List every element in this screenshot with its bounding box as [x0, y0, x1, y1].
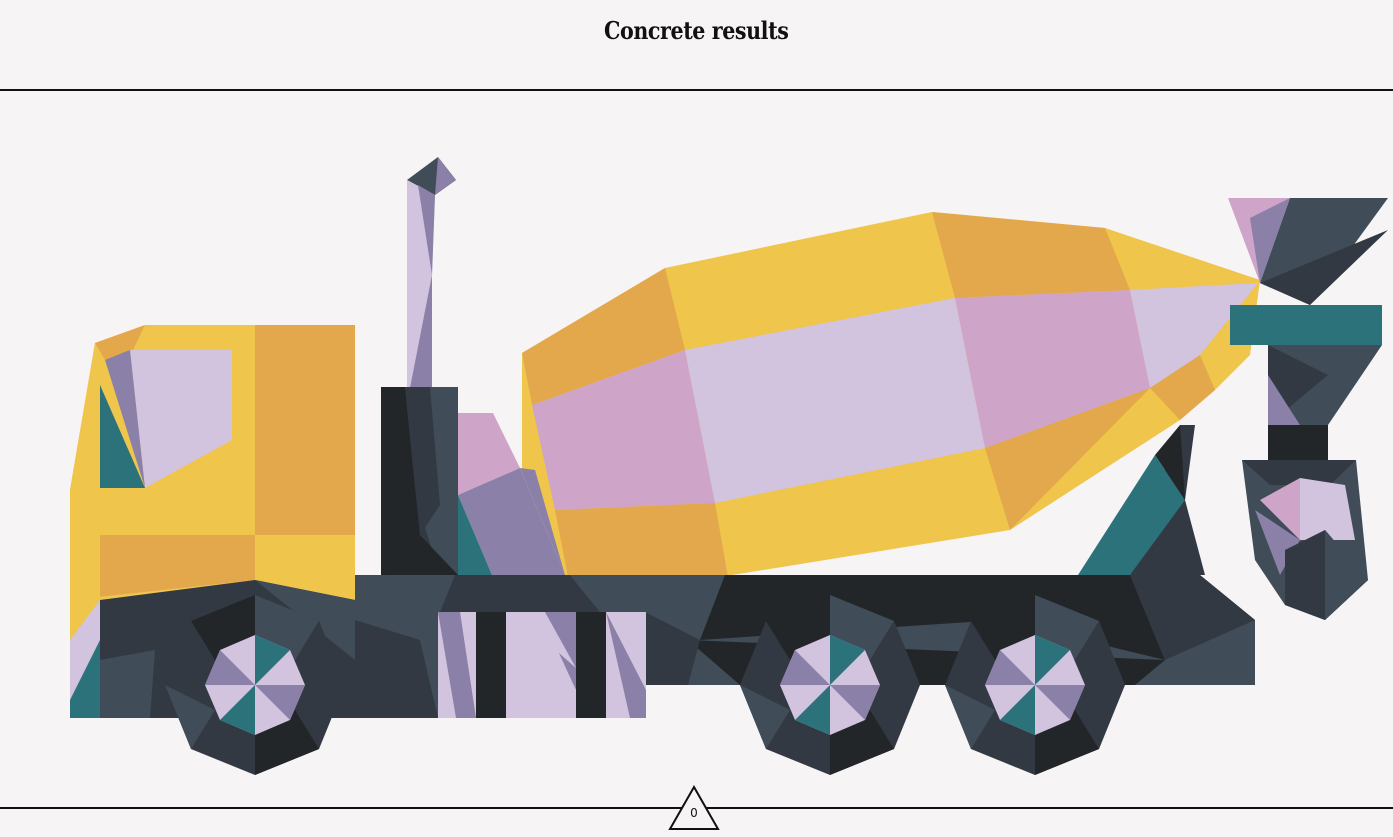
mixer-truck-illustration: [70, 157, 1388, 775]
page-title: Concrete results: [604, 16, 789, 45]
counter-value: 0: [690, 806, 698, 820]
hopper-chute: [1228, 198, 1388, 620]
rear-wheel-2: [945, 595, 1125, 775]
tank-tower: [381, 387, 565, 575]
rear-wheel-1: [740, 595, 920, 775]
page-header: Concrete results: [0, 0, 1393, 91]
mixer-drum: [522, 212, 1260, 577]
front-wheel: [165, 595, 345, 775]
triangle-icon: [668, 784, 720, 830]
counter-badge[interactable]: 0: [668, 784, 720, 832]
rear-support: [1078, 425, 1205, 575]
exhaust-stack: [407, 157, 456, 388]
